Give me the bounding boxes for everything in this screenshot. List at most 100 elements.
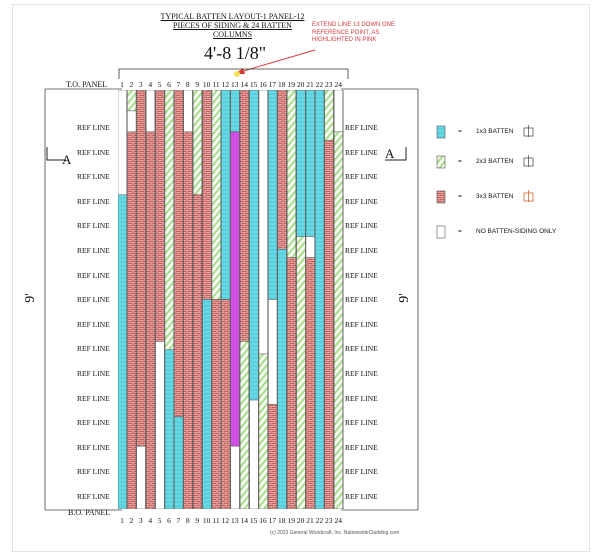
column-number-15: 15 (249, 80, 258, 89)
siding-only-swatch (436, 225, 446, 239)
column-number-4: 4 (148, 516, 153, 525)
ref-line-label: REF LINE (345, 319, 378, 329)
ref-line-label: REF LINE (77, 196, 110, 206)
ref-line-label: REF LINE (77, 246, 110, 255)
column-number-8: 8 (185, 516, 190, 525)
batten-segment-col-24-2 (333, 131, 343, 509)
column-number-5: 5 (157, 516, 162, 525)
batten-segment-col-4-1 (146, 90, 156, 133)
batten-segment-col-20-2 (296, 236, 306, 509)
ref-line-label: REF LINE (77, 418, 110, 428)
batten-segment-col-10-2 (202, 299, 212, 509)
column-number-20: 20 (296, 516, 305, 525)
column-number-18: 18 (278, 516, 286, 525)
column-number-22: 22 (315, 516, 324, 525)
column-number-3: 3 (138, 80, 143, 89)
section-label-right: A (385, 146, 395, 161)
batten-segment-col-13-3 (230, 445, 240, 509)
column-number-23: 23 (325, 516, 333, 525)
legend-equals: = (458, 158, 462, 165)
ref-line-label: REF LINE (345, 418, 378, 428)
batten-segment-col-19-1 (286, 90, 296, 258)
column-number-9: 9 (195, 80, 200, 89)
batten-segment-col-21-2 (305, 236, 315, 258)
batten-segment-col-18-1 (277, 90, 287, 250)
column-number-21: 21 (306, 80, 314, 89)
batten-segment-col-17-2 (268, 299, 278, 405)
batten-segment-col-13-2 (230, 131, 240, 447)
batten-segment-col-6-1 (164, 90, 174, 350)
batten-segment-col-12-2 (221, 299, 231, 509)
column-number-22: 22 (315, 80, 324, 89)
batten-segment-col-4-2 (146, 131, 156, 509)
column-number-24: 24 (334, 80, 342, 89)
column-number-1: 1 (120, 516, 124, 525)
column-number-15: 15 (249, 516, 258, 525)
batten-segment-col-5-1 (155, 90, 165, 342)
height-label-left: 9' (22, 293, 38, 303)
ref-line-label: REF LINE (345, 295, 378, 305)
batten-segment-col-21-1 (305, 90, 315, 237)
legend-label: 2x3 BATTEN (476, 158, 514, 165)
batten-segment-col-5-2 (155, 341, 165, 509)
batten-segment-col-2-3 (127, 131, 137, 509)
column-number-16: 16 (259, 80, 267, 89)
drawing-frame (12, 4, 590, 552)
ref-line-label: REF LINE (345, 172, 378, 182)
width-dimension: 4'-8 1/8" (203, 43, 267, 63)
column-number-17: 17 (268, 80, 277, 89)
title-line-2: PIECES OF SIDING & 24 BATTEN (173, 21, 292, 30)
batten-segment-col-17-3 (268, 404, 278, 509)
batten-segment-col-21-3 (305, 257, 315, 509)
column-number-3: 3 (138, 516, 143, 525)
ref-line-label: REF LINE (77, 147, 110, 157)
legend-equals: = (458, 128, 462, 135)
top-bracket (118, 68, 349, 79)
ref-line-label: REF LINE (77, 442, 110, 452)
ref-line-label: REF LINE (77, 123, 110, 132)
column-number-18: 18 (278, 80, 286, 89)
batten-segment-col-13-1 (230, 90, 240, 133)
legend-equals: = (458, 193, 462, 200)
column-number-7: 7 (176, 80, 181, 89)
column-number-2: 2 (129, 516, 134, 525)
batten-segment-col-7-1 (174, 90, 184, 418)
column-number-5: 5 (157, 80, 162, 89)
1x3-batten-swatch (436, 125, 446, 139)
column-number-9: 9 (195, 516, 200, 525)
ref-line-label: REF LINE (345, 467, 378, 477)
column-number-6: 6 (167, 516, 171, 525)
batten-segment-col-17-1 (268, 90, 278, 300)
ref-line-label: REF LINE (345, 442, 378, 452)
column-number-14: 14 (240, 516, 248, 525)
batten-segment-col-15-2 (249, 399, 259, 509)
ref-line-label: REF LINE (345, 147, 378, 157)
batten-segment-col-3-2 (136, 445, 146, 509)
ref-line-label: REF LINE (77, 393, 110, 403)
column-number-20: 20 (296, 80, 305, 89)
column-number-13: 13 (231, 80, 239, 89)
batten-layout-grid (118, 90, 344, 509)
batten-segment-col-18-2 (277, 249, 287, 509)
batten-profile-icon (523, 155, 534, 167)
batten-segment-col-6-2 (164, 349, 174, 509)
column-number-8: 8 (185, 80, 190, 89)
column-number-17: 17 (268, 516, 277, 525)
red-note: EXTEND LINE 13 DOWN ONE REFERENCE POINT,… (312, 22, 396, 43)
batten-segment-col-11-1 (211, 90, 221, 300)
top-panel-label: T.O. PANEL (66, 80, 108, 89)
batten-segment-col-2-1 (127, 90, 137, 112)
batten-profile-icon (523, 190, 534, 202)
3x3-batten-swatch (436, 190, 446, 204)
column-number-10: 10 (202, 80, 211, 89)
note-arrow (234, 49, 316, 77)
title-line-1: TYPICAL BATTEN LAYOUT-1 PANEL-12 (160, 12, 305, 21)
ref-line-label: REF LINE (345, 369, 378, 378)
column-number-6: 6 (167, 80, 171, 89)
batten-segment-col-12-1 (221, 90, 231, 300)
batten-segment-col-9-2 (192, 194, 202, 509)
column-number-10: 10 (202, 516, 211, 525)
column-number-24: 24 (334, 516, 342, 525)
copyright-footer: (c) 2023 General Woodcraft, Inc. Nationw… (270, 530, 400, 536)
2x3-batten-swatch (436, 155, 446, 169)
